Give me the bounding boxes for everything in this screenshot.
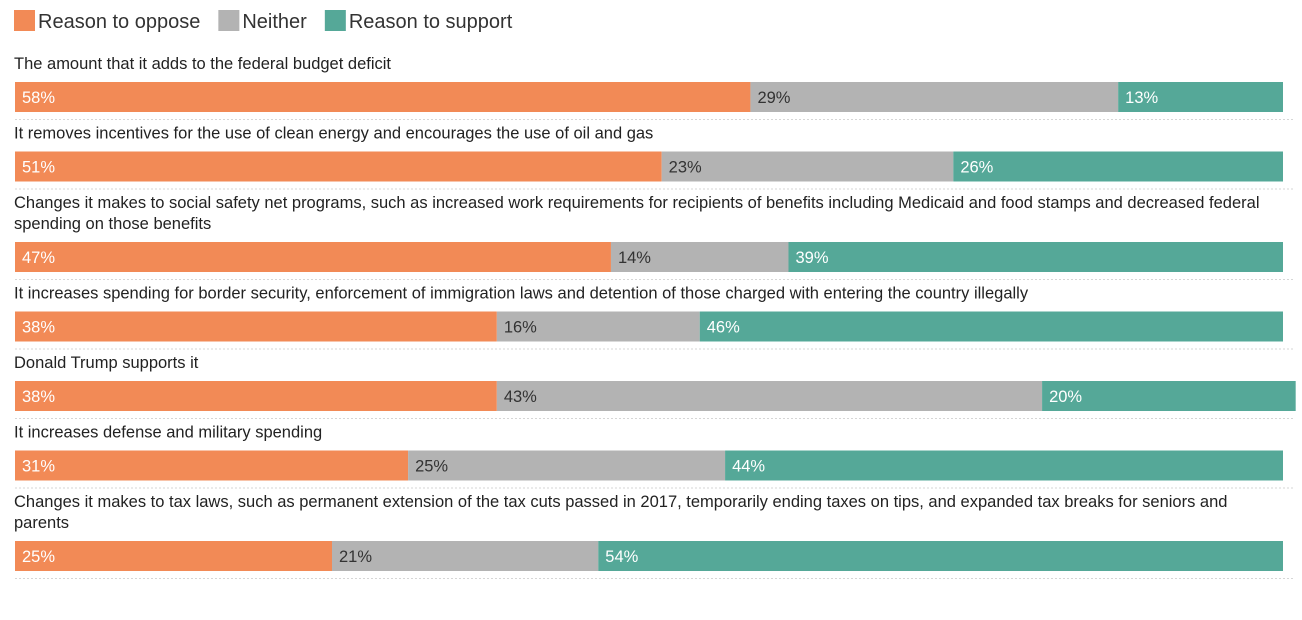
category-label-line: The amount that it adds to the federal b… (14, 55, 391, 73)
value-label-reason-to-support: 39% (795, 249, 828, 267)
category-label-line: Changes it makes to tax laws, such as pe… (14, 493, 1227, 511)
category-label-line: It increases spending for border securit… (14, 285, 1029, 303)
value-label-reason-to-support: 46% (707, 319, 740, 337)
value-label-neither: 14% (618, 249, 651, 267)
bar-segment-reason-to-support (953, 151, 1283, 182)
category-label: Changes it makes to tax laws, such as pe… (14, 493, 1227, 532)
value-label-reason-to-support: 44% (732, 458, 765, 476)
bar-segment-reason-to-oppose (15, 82, 751, 112)
bar-row: The amount that it adds to the federal b… (14, 55, 1295, 120)
value-label-reason-to-support: 54% (605, 548, 638, 566)
value-label-neither: 21% (339, 548, 372, 566)
bar-segment-neither (496, 311, 700, 342)
bar-segment-reason-to-support (1042, 381, 1296, 411)
category-label-line: spending on those benefits (14, 215, 211, 233)
value-label-reason-to-oppose: 47% (22, 249, 55, 267)
legend-label-reason-to-support: Reason to support (349, 11, 513, 33)
legend: Reason to oppose Neither Reason to support (14, 10, 513, 33)
bar-segment-reason-to-oppose (15, 242, 611, 272)
category-label: Donald Trump supports it (14, 354, 199, 372)
bar-segment-reason-to-oppose (15, 381, 497, 411)
bar-segment-neither (408, 450, 726, 481)
bar-row: Changes it makes to tax laws, such as pe… (14, 493, 1295, 579)
category-label: It increases defense and military spendi… (14, 424, 322, 442)
legend-swatch-neither (218, 10, 240, 31)
bar-segment-reason-to-oppose (15, 541, 332, 571)
category-label: It increases spending for border securit… (14, 285, 1029, 303)
category-label: The amount that it adds to the federal b… (14, 55, 391, 73)
bar-row: Donald Trump supports it 38% 43% 20% (14, 354, 1296, 419)
legend-swatch-reason-to-support (324, 10, 346, 31)
value-label-neither: 25% (415, 458, 448, 476)
value-label-reason-to-oppose: 25% (22, 548, 55, 566)
bar-segment-reason-to-oppose (15, 311, 497, 342)
bar-segment-neither (496, 381, 1043, 411)
bar-segment-reason-to-support (788, 242, 1283, 272)
bar-segment-neither (332, 541, 599, 571)
value-label-reason-to-oppose: 38% (22, 388, 55, 406)
category-label-line: Changes it makes to social safety net pr… (14, 194, 1260, 212)
value-label-reason-to-oppose: 51% (22, 159, 55, 177)
category-label-line: It increases defense and military spendi… (14, 424, 322, 442)
value-label-neither: 23% (669, 159, 702, 177)
value-label-reason-to-support: 13% (1125, 89, 1158, 107)
category-label: It removes incentives for the use of cle… (14, 125, 653, 143)
category-label-line: Donald Trump supports it (14, 354, 199, 372)
bar-segment-reason-to-support (725, 450, 1283, 481)
bar-segment-reason-to-oppose (15, 450, 409, 481)
value-label-reason-to-oppose: 38% (22, 319, 55, 337)
bar-row: Changes it makes to social safety net pr… (14, 194, 1295, 280)
bar-row: It increases spending for border securit… (14, 285, 1295, 350)
bar-segment-neither (610, 242, 789, 272)
category-label-line: It removes incentives for the use of cle… (14, 125, 653, 143)
bar-segment-reason-to-support (1118, 82, 1283, 112)
bar-row: It increases defense and military spendi… (14, 424, 1295, 489)
value-label-reason-to-support: 26% (960, 159, 993, 177)
bar-rows: The amount that it adds to the federal b… (14, 55, 1296, 579)
value-label-reason-to-oppose: 58% (22, 89, 55, 107)
value-label-neither: 29% (757, 89, 790, 107)
value-label-reason-to-oppose: 31% (22, 458, 55, 476)
value-label-neither: 16% (504, 319, 537, 337)
bar-segment-neither (661, 151, 954, 182)
bar-segment-reason-to-support (598, 541, 1283, 571)
legend-swatch-reason-to-oppose (14, 10, 35, 31)
value-label-neither: 43% (504, 388, 537, 406)
legend-label-neither: Neither (242, 11, 307, 33)
value-label-reason-to-support: 20% (1049, 388, 1082, 406)
legend-label-reason-to-oppose: Reason to oppose (38, 11, 200, 33)
category-label: Changes it makes to social safety net pr… (14, 194, 1260, 233)
bar-segment-reason-to-support (699, 311, 1283, 342)
category-label-line: parents (14, 514, 69, 532)
bar-segment-reason-to-oppose (15, 151, 662, 182)
bar-segment-neither (750, 82, 1119, 112)
bar-row: It removes incentives for the use of cle… (14, 125, 1295, 190)
